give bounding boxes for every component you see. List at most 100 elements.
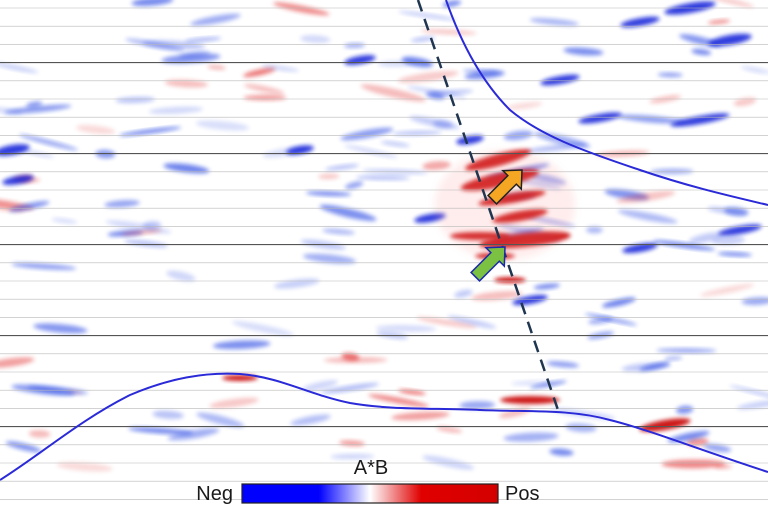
amplitude-streak xyxy=(26,101,43,108)
amplitude-streak xyxy=(340,127,394,141)
dashed-fault-line xyxy=(416,0,560,411)
colorbar-low-label: Neg xyxy=(196,483,233,505)
amplitude-streak xyxy=(8,201,50,212)
amplitude-streak xyxy=(656,348,717,354)
amplitude-streak xyxy=(128,427,193,435)
amplitude-streak xyxy=(533,283,561,290)
amplitude-streak xyxy=(119,126,182,136)
amplitude-streak xyxy=(650,168,694,175)
amplitude-streak xyxy=(28,430,51,438)
colorbar-high-label: Pos xyxy=(505,483,539,505)
amplitude-streak xyxy=(563,47,604,56)
amplitude-streak xyxy=(56,462,113,472)
amplitude-streak xyxy=(540,74,580,86)
amplitude-streak xyxy=(51,218,78,224)
amplitude-streak xyxy=(152,410,184,419)
amplitude-streak xyxy=(212,340,271,350)
amplitude-streak xyxy=(494,277,526,283)
amplitude-streak xyxy=(33,323,88,334)
amplitude-streak xyxy=(639,418,691,432)
green-arrow-icon xyxy=(469,246,506,283)
amplitude-streak xyxy=(700,283,755,297)
upper-horizon-curve xyxy=(445,0,768,206)
amplitude-streak xyxy=(416,316,477,329)
amplitude-streak xyxy=(0,144,30,156)
amplitude-streak xyxy=(300,35,331,44)
amplitude-streak xyxy=(578,112,622,124)
amplitude-streak xyxy=(454,289,473,298)
amplitude-streak xyxy=(565,423,597,433)
amplitude-streak xyxy=(391,411,450,421)
amplitude-streak xyxy=(392,130,442,136)
amplitude-streak xyxy=(708,33,752,47)
amplitude-streak xyxy=(639,362,670,371)
amplitude-streak xyxy=(740,66,768,74)
amplitude-streak xyxy=(691,48,712,56)
amplitude-streak xyxy=(290,414,331,426)
amplitude-streak xyxy=(506,102,543,110)
amplitude-streak xyxy=(185,37,222,43)
amplitude-streak xyxy=(718,224,762,236)
amplitude-streak xyxy=(5,441,42,453)
amplitude-streak xyxy=(124,239,169,248)
amplitude-streak xyxy=(435,150,575,260)
amplitude-streak xyxy=(305,191,352,197)
amplitude-streak xyxy=(356,175,410,181)
amplitude-streak xyxy=(586,226,603,234)
amplitude-streak xyxy=(620,16,660,28)
amplitude-streak xyxy=(195,120,249,131)
amplitude-streak xyxy=(222,375,258,381)
amplitude-streak xyxy=(709,0,754,8)
amplitude-streak xyxy=(325,164,360,171)
amplitude-streak xyxy=(462,69,500,74)
amplitude-streak xyxy=(368,394,429,407)
amplitude-streak xyxy=(322,228,355,235)
amplitude-streak xyxy=(360,84,426,102)
amplitude-streak xyxy=(729,385,768,402)
amplitude-streak xyxy=(142,40,206,50)
amplitude-streak xyxy=(500,396,560,404)
amplitude-streak xyxy=(420,29,477,35)
amplitude-streak xyxy=(0,357,35,368)
amplitude-streak xyxy=(209,397,259,409)
amplitude-streak xyxy=(273,2,330,16)
amplitude-streak xyxy=(503,432,559,442)
amplitude-streak xyxy=(529,18,579,26)
amplitude-streak xyxy=(161,53,221,64)
trace-gridlines xyxy=(0,7,768,500)
amplitude-streak xyxy=(196,412,245,428)
amplitude-streak xyxy=(657,72,683,78)
amplitude-streak xyxy=(422,161,451,170)
amplitude-streak xyxy=(652,240,716,251)
amplitude-streak xyxy=(243,67,276,78)
amplitude-streak xyxy=(121,229,162,236)
lower-horizon-curve xyxy=(0,372,768,481)
amplitude-streak xyxy=(459,401,496,410)
amplitude-streak xyxy=(398,389,426,395)
amplitude-streak xyxy=(362,168,429,175)
amplitude-streak xyxy=(104,200,140,208)
amplitude-streak xyxy=(456,135,484,145)
amplitude-streak xyxy=(398,11,457,21)
amplitude-streak xyxy=(549,448,574,456)
amplitude-streak xyxy=(622,242,658,254)
amplitude-streak xyxy=(76,125,116,135)
amplitude-streak xyxy=(670,113,730,127)
amplitude-streak xyxy=(447,315,497,329)
amplitude-streak xyxy=(534,132,591,148)
amplitude-streak xyxy=(207,64,226,70)
amplitude-streak xyxy=(703,443,732,453)
amplitude-streak xyxy=(323,357,388,364)
amplitude-streak xyxy=(286,145,314,155)
amplitude-streak xyxy=(261,64,300,72)
amplitude-streak xyxy=(733,97,757,107)
amplitude-streak xyxy=(115,96,155,104)
amplitude-streak xyxy=(164,79,209,88)
colorbar xyxy=(241,483,499,504)
amplitude-streak xyxy=(18,134,79,151)
amplitude-streak xyxy=(588,317,613,325)
amplitude-streak xyxy=(711,235,746,245)
amplitude-streak xyxy=(616,190,676,204)
orange-arrow-icon xyxy=(486,169,523,206)
amplitude-streak xyxy=(676,405,694,415)
